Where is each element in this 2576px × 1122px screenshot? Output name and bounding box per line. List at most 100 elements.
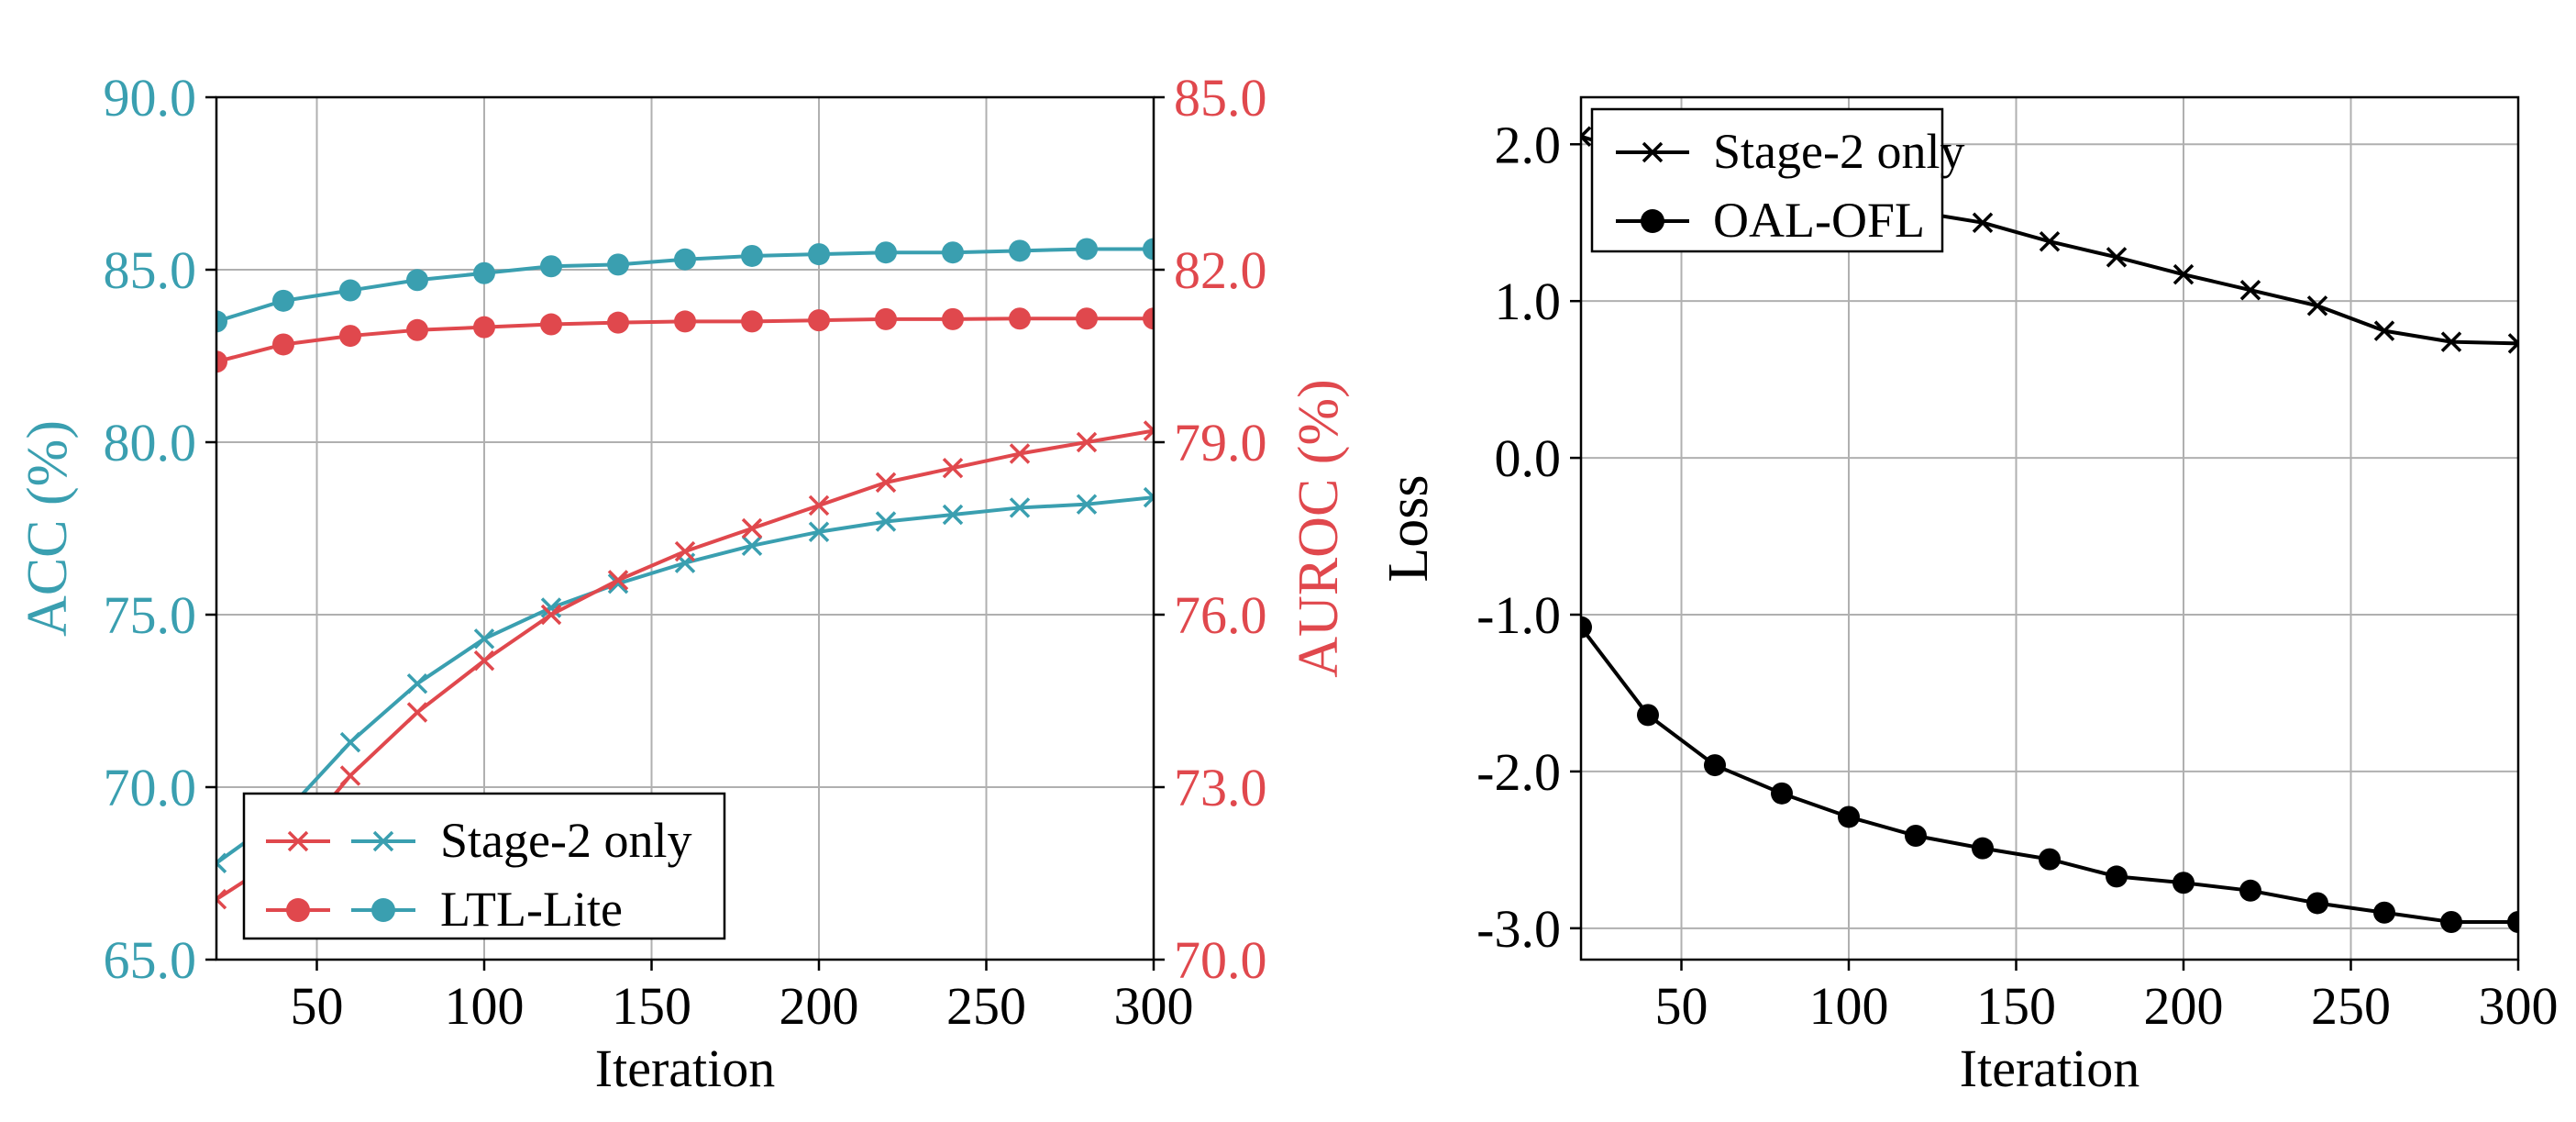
point-stage-2-only [1581, 126, 1592, 147]
point-ltl-lite-acc [942, 241, 964, 264]
legend-ltl-label: LTL-Lite [440, 882, 623, 937]
point-stage-2-only [2106, 247, 2128, 268]
legend-stage2-acc-x-marker [372, 830, 394, 852]
right-grid [1581, 97, 2519, 960]
x-tick-label: 250 [946, 976, 1026, 1036]
point-ltl-lite-acc [1143, 238, 1154, 261]
y-tick-label: 2.0 [1495, 115, 1562, 174]
point-stage-2-only-acc [942, 504, 964, 526]
point-stage-2-only-auroc [1076, 431, 1098, 453]
left-y-axis-label: ACC (%) [17, 420, 79, 637]
point-oal-ofl [1581, 616, 1592, 639]
point-ltl-lite-auroc [674, 310, 696, 333]
point-ltl-lite-auroc [272, 333, 294, 356]
legend-stage2-label: Stage-2 only [440, 813, 691, 868]
left-x-axis-label: Iteration [595, 1039, 775, 1098]
x-tick-label: 300 [1114, 976, 1194, 1036]
y-right-tick-label: 70.0 [1174, 930, 1267, 990]
point-oal-ofl [2106, 865, 2128, 888]
left-plot-frame [215, 95, 1155, 961]
point-stage-2-only-acc [741, 535, 763, 557]
point-stage-2-only [2172, 263, 2195, 285]
point-stage-2-only-acc [339, 731, 361, 753]
y-tick-label: 1.0 [1495, 272, 1562, 331]
point-stage-2-only-auroc [875, 472, 897, 494]
point-stage-2-only-auroc [339, 765, 361, 786]
point-ltl-lite-auroc [1009, 307, 1031, 330]
point-oal-ofl [2373, 901, 2395, 924]
point-ltl-lite-acc [741, 244, 763, 267]
point-oal-ofl [1905, 824, 1927, 847]
point-stage-2-only-auroc [942, 457, 964, 479]
point-stage-2-only-acc [1009, 497, 1031, 518]
point-stage-2-only-acc [406, 672, 428, 694]
x-tick-label: 100 [445, 976, 525, 1036]
point-oal-ofl [2039, 848, 2061, 871]
y-tick-label: -2.0 [1476, 742, 1561, 802]
point-ltl-lite-acc [674, 248, 696, 271]
point-ltl-lite-acc [473, 261, 495, 284]
point-ltl-lite-auroc [406, 318, 428, 341]
legend-loss-oal-dot-marker [1641, 209, 1664, 233]
point-ltl-lite-acc [1076, 238, 1098, 261]
point-stage-2-only [2440, 331, 2462, 352]
right-ticks: 50 100 150 200 250 300 -3.0 -2.0 -1.0 0.0 1.0 2.0 [1476, 115, 2558, 1036]
point-ltl-lite-auroc [875, 307, 897, 330]
chart-right: 50 100 150 200 250 300 -3.0 -2.0 -1.0 0.0 1.0 2.0 I… [1377, 95, 2559, 1098]
point-oal-ofl [2440, 910, 2462, 933]
point-stage-2-only [2373, 320, 2395, 341]
point-ltl-lite-auroc [473, 316, 495, 339]
x-tick-label: 50 [1655, 976, 1708, 1036]
chart-left: 50 100 150 200 250 300 65.0 70.0 75.0 80.0 85.0 90.… [17, 68, 1350, 1098]
point-ltl-lite-acc [272, 289, 294, 312]
point-ltl-lite-acc [406, 269, 428, 292]
left-series [216, 238, 1154, 910]
x-tick-label: 150 [612, 976, 691, 1036]
point-ltl-lite-auroc [216, 350, 227, 373]
point-stage-2-only-acc [216, 852, 227, 873]
point-stage-2-only-acc [1076, 494, 1098, 515]
point-stage-2-only [2306, 295, 2328, 317]
right-legend: Stage-2 only OAL-OFL [1590, 107, 1964, 253]
y-tick-label: 75.0 [104, 585, 197, 645]
point-ltl-lite-auroc [607, 311, 629, 334]
y-tick-label: 0.0 [1495, 428, 1562, 488]
y-right-tick-label: 85.0 [1174, 68, 1267, 128]
point-stage-2-only [2507, 333, 2518, 354]
left-legend: Stage-2 only LTL-Lite [242, 792, 726, 940]
y-tick-label: -3.0 [1476, 899, 1561, 959]
right-x-axis-label: Iteration [1960, 1039, 2139, 1098]
point-stage-2-only-auroc [741, 517, 763, 539]
point-oal-ofl [2172, 872, 2195, 894]
legend-ltl-auroc-dot-marker [286, 898, 310, 922]
legend-loss-stage2-x-marker [1642, 141, 1664, 163]
point-ltl-lite-acc [540, 255, 562, 278]
y-right-tick-label: 79.0 [1174, 413, 1267, 472]
point-ltl-lite-acc [875, 241, 897, 264]
point-stage-2-only-auroc [674, 540, 696, 562]
point-ltl-lite-auroc [741, 310, 763, 333]
point-stage-2-only [2239, 279, 2261, 301]
point-oal-ofl [2239, 879, 2261, 902]
point-oal-ofl [1704, 754, 1726, 777]
point-stage-2-only [2039, 230, 2061, 252]
point-stage-2-only-auroc [406, 702, 428, 723]
point-stage-2-only-acc [1143, 486, 1154, 508]
point-ltl-lite-acc [1009, 239, 1031, 262]
y-right-tick-label: 76.0 [1174, 585, 1267, 645]
x-tick-label: 300 [2479, 976, 2559, 1036]
point-ltl-lite-auroc [942, 307, 964, 330]
y-tick-label: 65.0 [104, 930, 197, 990]
x-tick-label: 100 [1809, 976, 1889, 1036]
legend-loss-oal-label: OAL-OFL [1713, 193, 1925, 248]
point-stage-2-only-acc [875, 511, 897, 532]
y-tick-label: 85.0 [104, 240, 197, 300]
point-stage-2-only-acc [540, 597, 562, 618]
x-tick-label: 150 [1976, 976, 2056, 1036]
series-group [216, 238, 1154, 910]
left-legend-box [242, 792, 726, 940]
legend-loss-stage2-label: Stage-2 only [1713, 124, 1964, 179]
point-ltl-lite-acc [607, 253, 629, 276]
y-right-tick-label: 73.0 [1174, 758, 1267, 817]
